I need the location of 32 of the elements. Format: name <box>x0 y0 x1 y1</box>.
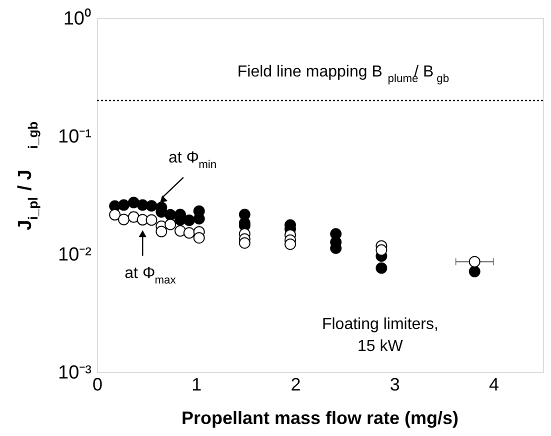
y-tick-label: 10⁻² <box>58 244 92 266</box>
point <box>128 211 140 223</box>
point <box>193 232 205 244</box>
point <box>128 196 140 208</box>
y-tick-label: 10⁰ <box>63 8 92 30</box>
x-tick-label: 2 <box>290 374 301 394</box>
point <box>238 237 250 249</box>
point <box>468 266 480 278</box>
point <box>146 214 158 226</box>
point <box>468 256 480 268</box>
point <box>284 238 296 250</box>
point <box>183 227 195 239</box>
x-tick-label: 1 <box>192 374 202 394</box>
y-tick-label: 10⁻¹ <box>58 126 92 148</box>
x-tick-label: 3 <box>390 374 400 394</box>
x-tick-label: 0 <box>92 374 103 394</box>
annotation: Floating limiters, 15 kW <box>322 316 438 355</box>
point <box>193 213 205 224</box>
point <box>146 200 158 212</box>
point <box>109 209 121 221</box>
point <box>118 199 130 211</box>
point <box>174 225 186 237</box>
y-tick-label: 10⁻³ <box>58 362 92 384</box>
point <box>376 244 388 256</box>
point <box>156 226 168 238</box>
point <box>376 262 388 274</box>
y-axis-title: Ji_pl / Ji_gb <box>15 122 41 230</box>
point <box>118 214 130 226</box>
point <box>183 214 195 226</box>
x-axis-title: Propellant mass flow rate (mg/s) <box>181 408 459 428</box>
x-tick-label: 4 <box>488 374 499 394</box>
point <box>164 218 176 230</box>
